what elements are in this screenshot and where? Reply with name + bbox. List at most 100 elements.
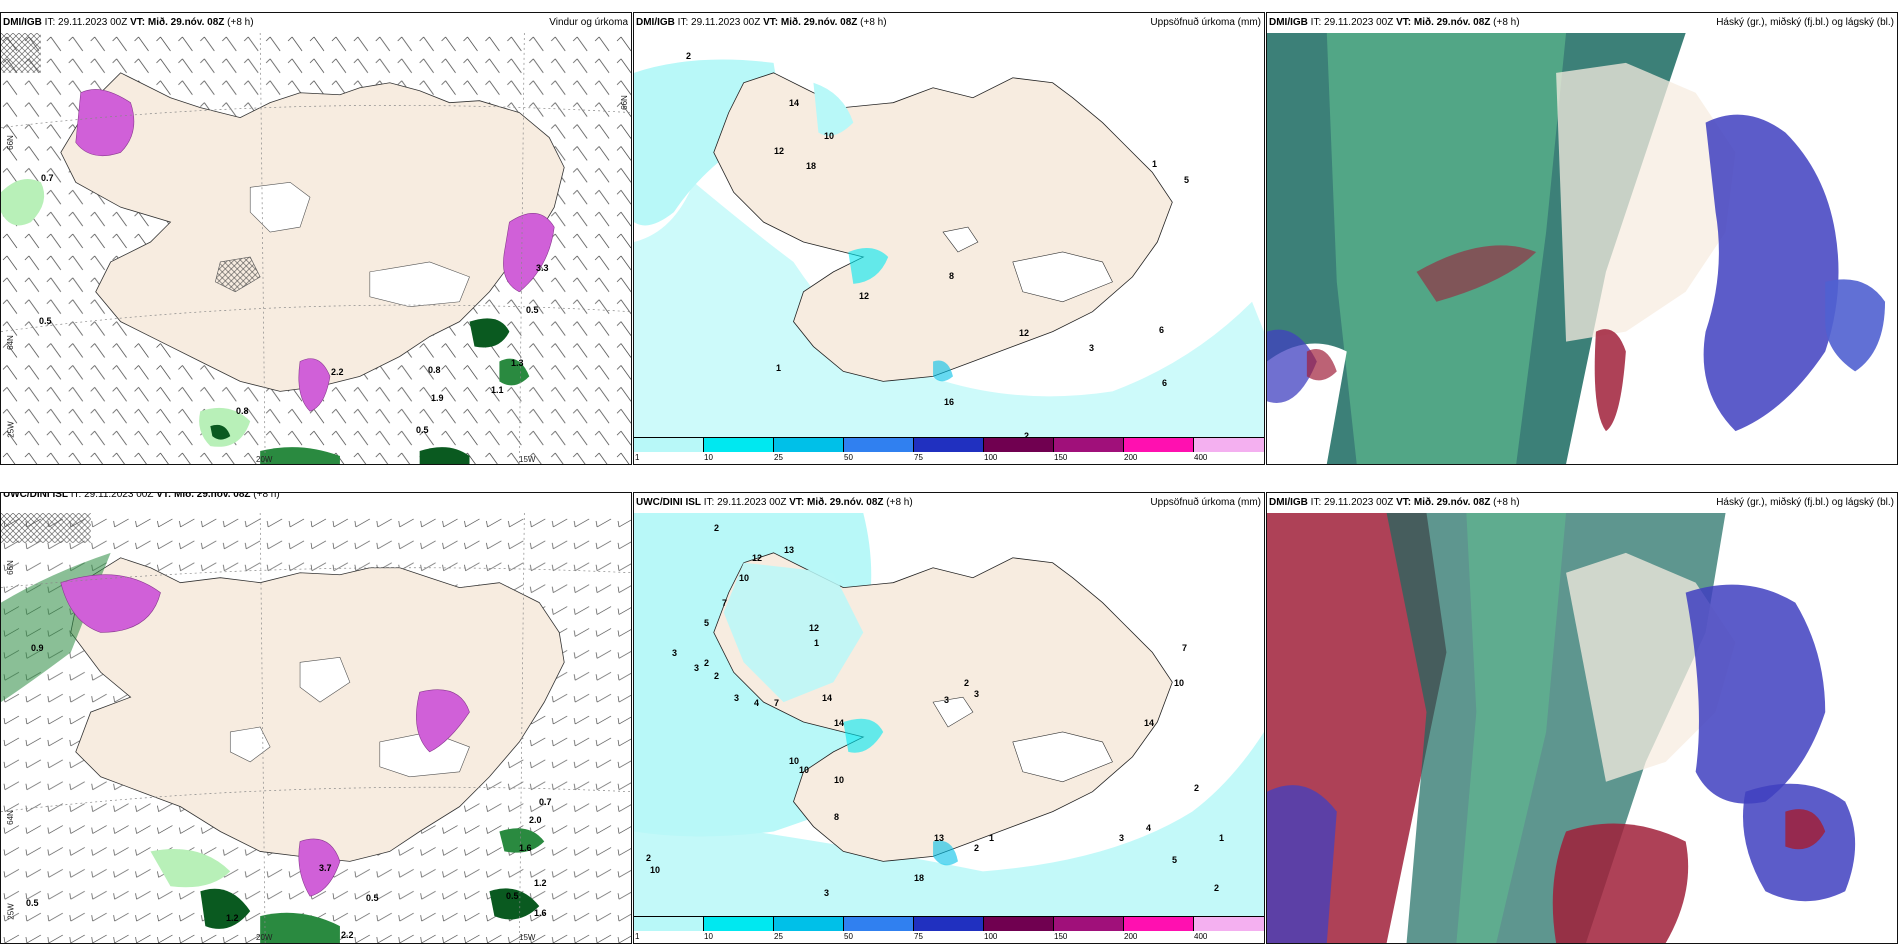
lead-time: (+8 h)	[886, 497, 913, 508]
lon-label: 25W	[6, 421, 16, 438]
valid-label: VT:	[130, 17, 146, 28]
precip-value: 2	[1214, 883, 1220, 893]
precip-value: 13	[934, 833, 945, 843]
colorbar-tick: 150	[1054, 932, 1068, 941]
panel-precip-bottom[interactable]: UWC/DINI ISL IT: 29.11.2023 00Z VT: Mið.…	[633, 492, 1265, 944]
precip-value: 5	[704, 618, 710, 628]
precip-value: 3	[694, 663, 700, 673]
precip-value: 10	[834, 775, 845, 785]
precip-value: 13	[784, 545, 795, 555]
precip-value: 10	[799, 765, 810, 775]
colorbar-swatch	[1054, 917, 1124, 931]
precip-value: 12	[752, 553, 763, 563]
precip-value: 3	[944, 695, 950, 705]
colorbar-swatch	[914, 438, 984, 452]
precip-value: 14	[1144, 718, 1155, 728]
colorbar: 1 10 25 50 75 100 150 200 400	[634, 437, 1264, 464]
wind-map[interactable]	[1, 513, 631, 943]
precip-map[interactable]	[634, 513, 1264, 943]
init-time: IT: 29.11.2023 00Z	[1310, 17, 1394, 28]
valid-time: Mið. 29.nóv. 08Z	[1413, 17, 1491, 28]
precip-value: 1.2	[534, 878, 547, 888]
precip-value: 2	[974, 843, 980, 853]
colorbar-swatch	[984, 917, 1054, 931]
colorbar-swatch	[634, 438, 704, 452]
lat-label: 64N	[5, 335, 15, 350]
valid-label: VT:	[156, 492, 172, 500]
precip-value: 7	[722, 598, 728, 608]
colorbar-tick: 50	[844, 932, 853, 941]
colorbar-tick: 200	[1124, 453, 1138, 462]
valid-label: VT:	[1396, 497, 1412, 508]
colorbar-swatch	[1124, 917, 1194, 931]
valid-label: VT:	[1396, 17, 1412, 28]
precip-value: 1.1	[491, 385, 504, 395]
colorbar-tick: 400	[1194, 453, 1208, 462]
colorbar-tick: 10	[704, 932, 713, 941]
precip-value: 0.5	[416, 425, 429, 435]
valid-label: VT:	[763, 17, 779, 28]
precip-value: 2	[686, 51, 692, 61]
precip-value: 10	[1174, 678, 1185, 688]
precip-value: 3	[734, 693, 740, 703]
colorbar-swatch	[1194, 438, 1264, 452]
precip-value: 7	[774, 698, 780, 708]
precip-value: 10	[739, 573, 750, 583]
colorbar-swatch	[1194, 917, 1264, 931]
precip-value: 12	[774, 146, 785, 156]
valid-time: Mið. 29.nóv. 08Z	[147, 17, 225, 28]
precip-map[interactable]	[634, 33, 1264, 464]
panel-cloud-bottom[interactable]: DMI/IGB IT: 29.11.2023 00Z VT: Mið. 29.n…	[1266, 492, 1898, 944]
colorbar-tick: 200	[1124, 932, 1138, 941]
precip-value: 1	[776, 363, 782, 373]
colorbar-swatch	[914, 917, 984, 931]
panel-wind-bottom[interactable]: UWC/DINI ISL IT: 29.11.2023 00Z VT: Mið.…	[0, 492, 632, 944]
precip-value: 14	[822, 693, 833, 703]
precip-value: 14	[789, 98, 800, 108]
wind-map[interactable]	[1, 33, 631, 464]
valid-time: Mið. 29.nóv. 08Z	[174, 492, 251, 500]
precip-value: 18	[914, 873, 925, 883]
precip-value: 2	[714, 523, 720, 533]
model-name: DMI/IGB	[3, 17, 42, 28]
precip-value: 2	[714, 671, 720, 681]
precip-value: 1	[1152, 159, 1158, 169]
precip-value: 8	[949, 271, 955, 281]
init-time: IT: 29.11.2023 00Z	[44, 17, 128, 28]
lat-label: 66N	[5, 135, 15, 150]
lead-time: (+8 h)	[253, 492, 280, 500]
precip-value: 2	[1194, 783, 1200, 793]
precip-value: 6	[1159, 325, 1165, 335]
panel-header: DMI/IGB IT: 29.11.2023 00Z VT: Mið. 29.n…	[1, 13, 631, 33]
panel-header: UWC/DINI ISL IT: 29.11.2023 00Z VT: Mið.…	[634, 493, 1264, 513]
colorbar-tick: 150	[1054, 453, 1068, 462]
colorbar-swatch	[1054, 438, 1124, 452]
precip-value: 3.3	[536, 263, 549, 273]
precip-value: 1.3	[511, 358, 524, 368]
colorbar-swatch	[634, 917, 704, 931]
precip-value: 1	[989, 833, 995, 843]
precip-value: 12	[809, 623, 820, 633]
colorbar-tick: 25	[774, 932, 783, 941]
precip-value: 10	[824, 131, 835, 141]
colorbar-swatch	[844, 917, 914, 931]
cloud-map[interactable]	[1267, 33, 1897, 464]
colorbar-swatch	[1124, 438, 1194, 452]
panel-wind-top[interactable]: DMI/IGB IT: 29.11.2023 00Z VT: Mið. 29.n…	[0, 12, 632, 465]
precip-value: 3	[672, 648, 678, 658]
precip-value: 5	[1172, 855, 1178, 865]
panel-cloud-top[interactable]: DMI/IGB IT: 29.11.2023 00Z VT: Mið. 29.n…	[1266, 12, 1898, 465]
colorbar: 1 10 25 50 75 100 150 200 400	[634, 916, 1264, 943]
colorbar-swatch	[774, 438, 844, 452]
precip-value: 10	[789, 756, 800, 766]
precip-value: 6	[1162, 378, 1168, 388]
precip-value: 2	[704, 658, 710, 668]
precip-value: 18	[806, 161, 817, 171]
cloud-map[interactable]	[1267, 513, 1897, 943]
precip-value: 1.9	[431, 393, 444, 403]
colorbar-tick: 1	[635, 932, 640, 941]
precip-value: 0.5	[26, 898, 39, 908]
colorbar-tick: 1	[635, 453, 640, 462]
panel-precip-top[interactable]: DMI/IGB IT: 29.11.2023 00Z VT: Mið. 29.n…	[633, 12, 1265, 465]
precip-value: 1.6	[534, 908, 547, 918]
